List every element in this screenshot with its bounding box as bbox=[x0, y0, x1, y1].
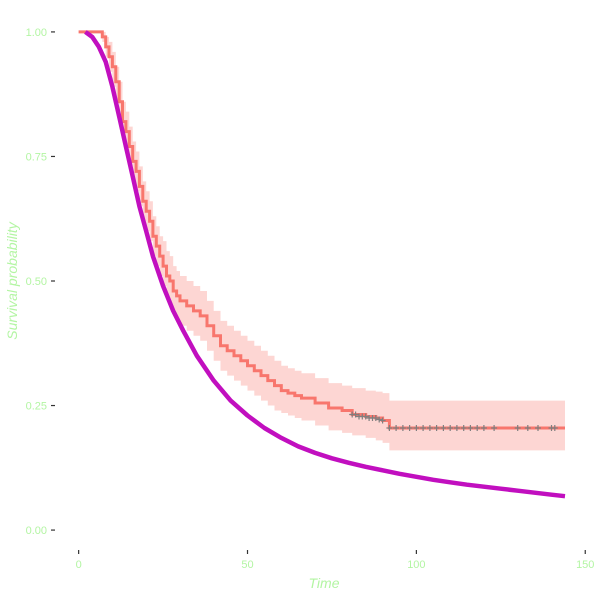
y-tick-label: 0.50 bbox=[26, 276, 47, 288]
y-tick-label: 0.75 bbox=[26, 151, 47, 163]
censor-mark bbox=[413, 425, 420, 431]
censor-mark bbox=[376, 416, 383, 423]
censor-mark bbox=[491, 425, 498, 431]
censor-mark bbox=[386, 425, 393, 431]
y-axis-title: Survival probability bbox=[4, 221, 20, 339]
censor-mark bbox=[379, 417, 386, 424]
censor-mark bbox=[433, 425, 440, 431]
x-tick-label: 0 bbox=[76, 559, 82, 571]
km-survival-line bbox=[78, 30, 565, 430]
censor-mark bbox=[352, 411, 359, 418]
censor-mark bbox=[399, 425, 406, 431]
x-axis-title: Time bbox=[309, 575, 340, 591]
censor-mark bbox=[514, 425, 521, 431]
censor-mark bbox=[551, 425, 558, 431]
censor-mark bbox=[440, 425, 447, 431]
censor-mark bbox=[453, 425, 460, 431]
censor-mark bbox=[535, 425, 541, 431]
censor-mark bbox=[447, 425, 454, 431]
y-tick-label: 1.00 bbox=[26, 27, 47, 39]
censor-mark bbox=[393, 425, 400, 431]
axes: 0.00 0.25 0.50 0.75 1.00 0 50 100 150 bbox=[26, 27, 595, 571]
censor-mark bbox=[524, 425, 531, 431]
y-tick-label: 0.00 bbox=[26, 525, 47, 537]
y-tick-label: 0.25 bbox=[26, 401, 47, 413]
x-tick-label: 100 bbox=[407, 559, 425, 571]
ci-band bbox=[78, 31, 565, 451]
censor-mark bbox=[426, 425, 433, 431]
censor-mark bbox=[480, 425, 487, 431]
parametric-survival-curve bbox=[84, 30, 566, 499]
censor-mark bbox=[406, 425, 413, 431]
x-tick-label: 50 bbox=[241, 559, 253, 571]
censor-mark bbox=[372, 415, 379, 421]
plot-area bbox=[78, 30, 566, 499]
censor-mark bbox=[467, 425, 474, 431]
censor-mark bbox=[362, 413, 369, 420]
censor-mark bbox=[474, 425, 481, 431]
censor-mark bbox=[420, 425, 427, 431]
censor-mark bbox=[460, 425, 467, 431]
x-tick-label: 150 bbox=[576, 559, 594, 571]
